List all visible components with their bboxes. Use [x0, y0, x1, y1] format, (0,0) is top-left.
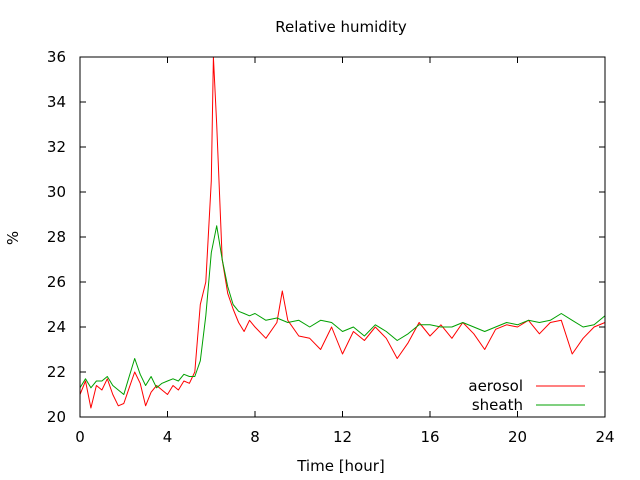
legend-label-aerosol: aerosol — [468, 377, 523, 395]
y-tick-label: 36 — [47, 48, 66, 66]
x-tick-label: 12 — [333, 428, 352, 446]
series-line-aerosol — [79, 56, 606, 409]
plot-frame — [79, 56, 606, 418]
y-tick-label: 34 — [47, 93, 66, 111]
x-tick-label: 8 — [250, 428, 260, 446]
y-tick-label: 26 — [47, 273, 66, 291]
series-line-sheath — [79, 225, 606, 395]
y-tick-label: 22 — [47, 363, 66, 381]
x-tick-label: 24 — [595, 428, 614, 446]
y-tick-label: 24 — [47, 318, 66, 336]
x-axis-label: Time [hour] — [296, 457, 385, 475]
x-tick-label: 0 — [75, 428, 85, 446]
chart-title: Relative humidity — [275, 18, 407, 36]
series-layer — [79, 56, 606, 409]
y-tick-label: 30 — [47, 183, 66, 201]
x-tick-label: 4 — [163, 428, 173, 446]
legend-label-sheath: sheath — [472, 396, 523, 414]
y-tick-label: 20 — [47, 408, 66, 426]
y-tick-label: 32 — [47, 138, 66, 156]
y-axis-label: % — [4, 231, 22, 245]
y-tick-label: 28 — [47, 228, 66, 246]
x-tick-label: 16 — [420, 428, 439, 446]
axis-ticks: 0 4 8 12 16 20 24 20 22 24 26 28 30 32 34 36 — [47, 48, 615, 446]
x-tick-label: 20 — [508, 428, 527, 446]
